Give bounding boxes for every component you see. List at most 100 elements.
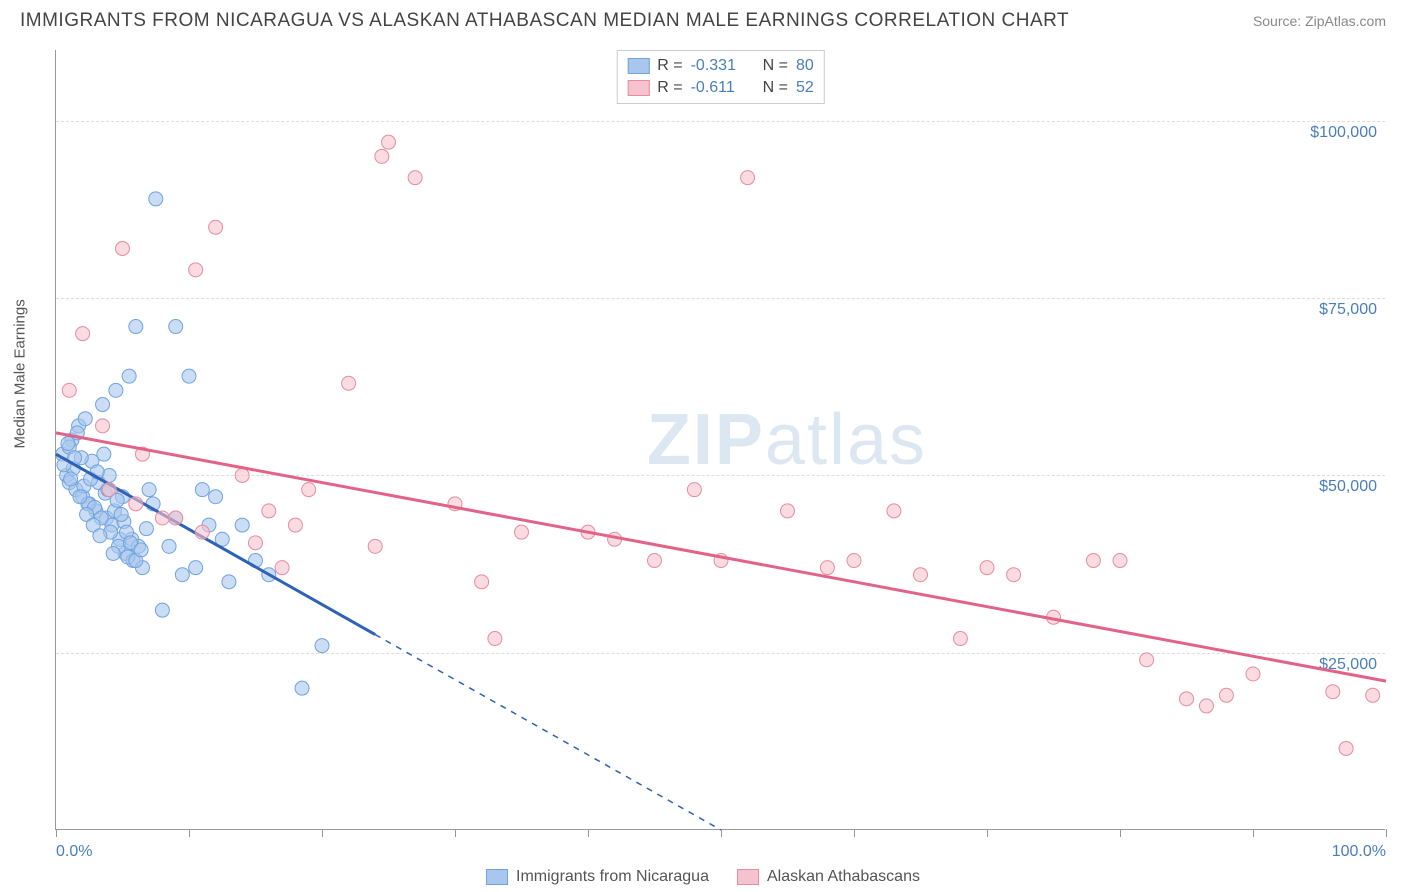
x-tick [1253,829,1254,837]
x-tick-label: 0.0% [56,843,92,861]
x-tick [189,829,190,837]
r-value: -0.331 [691,57,751,75]
data-point [1339,741,1353,755]
data-point [382,135,396,149]
data-point [155,603,169,617]
legend-swatch [486,869,508,885]
correlation-legend-row: R =-0.331N =80 [627,55,813,77]
data-point [93,529,107,543]
data-point [1086,554,1100,568]
data-point [375,149,389,163]
r-value: -0.611 [691,79,751,97]
data-point [249,536,263,550]
data-point [222,575,236,589]
data-point [315,639,329,653]
data-point [189,561,203,575]
legend-swatch [627,80,649,96]
correlation-legend-row: R = -0.611 N = 52 [627,77,813,99]
data-point [155,511,169,525]
data-point [1246,667,1260,681]
chart-header: IMMIGRANTS FROM NICARAGUA VS ALASKAN ATH… [0,0,1406,38]
data-point [1219,688,1233,702]
data-point [741,171,755,185]
legend-label: Immigrants from Nicaragua [516,868,709,886]
scatter-plot-svg [56,50,1385,829]
data-point [368,539,382,553]
x-tick-label: 100.0% [1332,843,1386,861]
data-point [1007,568,1021,582]
data-point [175,568,189,582]
x-tick [1386,829,1387,837]
legend-swatch [627,58,649,74]
y-axis-label: Median Male Earnings [12,299,29,448]
data-point [129,497,143,511]
x-tick [56,829,57,837]
data-point [1366,688,1380,702]
data-point [162,539,176,553]
x-tick [987,829,988,837]
data-point [953,632,967,646]
r-label: R = [657,79,682,97]
data-point [76,327,90,341]
data-point [209,490,223,504]
data-point [97,447,111,461]
x-tick [322,829,323,837]
data-point [109,383,123,397]
data-point [488,632,502,646]
x-tick [1120,829,1121,837]
trendline-extrapolated [375,635,721,830]
data-point [116,242,130,256]
data-point [78,412,92,426]
data-point [781,504,795,518]
correlation-legend: R =-0.331N =80R =-0.611N =52 [616,50,824,104]
legend-swatch [737,869,759,885]
data-point [61,437,75,451]
legend-label: Alaskan Athabascans [767,868,920,886]
data-point [129,320,143,334]
data-point [195,483,209,497]
data-point [169,511,183,525]
data-point [64,472,78,486]
data-point [914,568,928,582]
data-point [142,483,156,497]
data-point [209,220,223,234]
x-tick [588,829,589,837]
data-point [189,263,203,277]
n-label: N = [763,57,788,75]
data-point [302,483,316,497]
x-tick [854,829,855,837]
data-point [102,483,116,497]
data-point [887,504,901,518]
series-legend: Immigrants from Nicaragua Alaskan Athabas… [486,868,920,886]
data-point [62,383,76,397]
chart-title: IMMIGRANTS FROM NICARAGUA VS ALASKAN ATH… [20,10,1069,32]
chart-source: Source: ZipAtlas.com [1253,13,1386,29]
data-point [1180,692,1194,706]
data-point [106,546,120,560]
legend-item: Alaskan Athabascans [737,868,920,886]
n-label: N = [763,79,788,97]
data-point [295,681,309,695]
data-point [134,543,148,557]
data-point [648,554,662,568]
data-point [475,575,489,589]
trendline [56,454,375,634]
data-point [1113,554,1127,568]
data-point [275,561,289,575]
data-point [288,518,302,532]
data-point [122,369,136,383]
n-value: 52 [796,79,814,97]
data-point [139,522,153,536]
data-point [820,561,834,575]
chart-plot-area: ZIPatlas R =-0.331N =80R =-0.611N =52 $2… [55,50,1385,830]
data-point [342,376,356,390]
data-point [169,320,183,334]
data-point [114,507,128,521]
data-point [182,369,196,383]
data-point [73,490,87,504]
data-point [980,561,994,575]
data-point [1326,685,1340,699]
data-point [515,525,529,539]
data-point [847,554,861,568]
x-tick [455,829,456,837]
